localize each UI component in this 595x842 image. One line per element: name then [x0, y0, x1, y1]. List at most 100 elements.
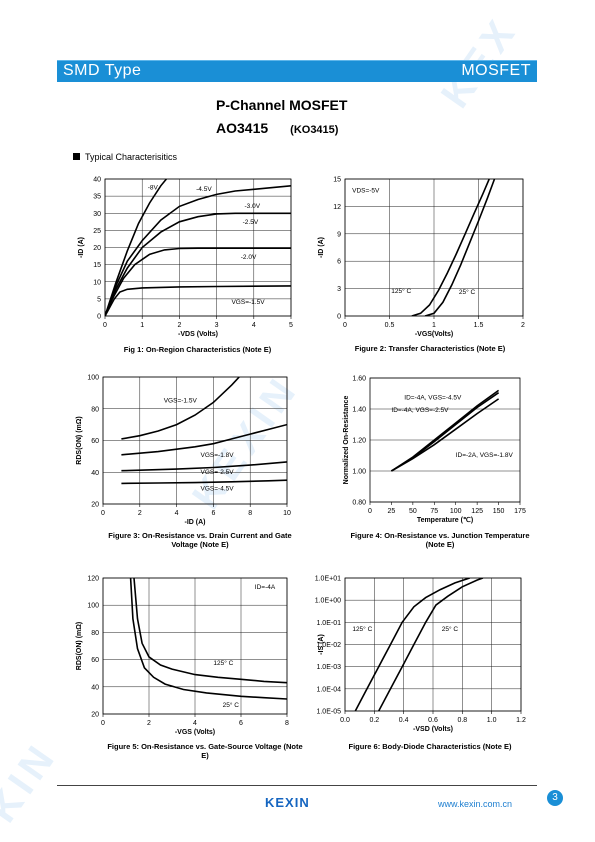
- y-tick-label: 100: [87, 603, 99, 610]
- series-group: [411, 179, 496, 316]
- series-line: [121, 479, 287, 485]
- x-tick-label: 0.4: [399, 717, 409, 724]
- x-tick-label: 25: [388, 508, 396, 515]
- page-number-badge: 3: [547, 790, 563, 806]
- data-label: 125° C: [213, 659, 233, 667]
- y-tick-label: 15: [333, 177, 341, 184]
- plot-frame: [102, 577, 288, 715]
- x-tick-label: 0: [101, 510, 105, 517]
- device-type-title: P-Channel MOSFET: [216, 97, 348, 113]
- y-tick-label: 0.80: [352, 500, 366, 507]
- y-tick-label: 1.00: [352, 469, 366, 476]
- y-tick-label: 40: [91, 470, 99, 477]
- x-tick-label: 0: [101, 720, 105, 727]
- series-line: [105, 212, 291, 316]
- data-label: VGS=-2.5V: [201, 469, 235, 476]
- y-tick-label: 9: [337, 231, 341, 238]
- y-tick-label: 20: [91, 712, 99, 719]
- y-tick-label: 1.40: [352, 407, 366, 414]
- series-line: [391, 398, 500, 472]
- x-tick-label: 1: [140, 322, 144, 329]
- watermark-text: KIN: [0, 734, 66, 831]
- y-tick-label: 25: [93, 228, 101, 235]
- series-line: [133, 578, 287, 684]
- x-tick-label: 1: [432, 322, 436, 329]
- data-label: VGS=-1.5V: [231, 299, 265, 306]
- caption-fig5: Figure 5: On-Resistance vs. Gate-Source …: [107, 742, 303, 760]
- chart-fig6: 1.0E-05 1.0E-04 1.0E-03 1.0E-02 1.0E-01 1.0E+…: [315, 576, 526, 734]
- plot-frame: [369, 377, 521, 503]
- y-tick-label: 60: [91, 657, 99, 664]
- y-tick-label: 120: [87, 576, 99, 583]
- x-tick-label: 1.5: [474, 322, 484, 329]
- data-label: 25° C: [223, 701, 240, 709]
- y-tick-label: 6: [337, 259, 341, 266]
- y-tick-label: 80: [91, 406, 99, 413]
- data-label: ID=-4A: [255, 584, 276, 591]
- y-axis-label: Normalized On-Resistance: [343, 396, 350, 485]
- x-tick-label: 6: [211, 510, 215, 517]
- alt-part-number: (KO3415): [290, 124, 339, 136]
- y-axis-label: RDS(ON) (mΩ): [76, 416, 83, 464]
- x-tick-label: 8: [248, 510, 252, 517]
- data-label: 125° C: [391, 287, 411, 295]
- company-url[interactable]: www.kexin.com.cn: [438, 799, 513, 809]
- series-line: [424, 179, 496, 316]
- plot-frame: [344, 577, 522, 712]
- chart-fig5: 20 40 60 80 100 120 0 2 4 6 8 -VGS (Volts) RDS(ON) (…: [76, 576, 289, 737]
- series-line: [129, 578, 287, 700]
- data-label: ID=-2A, VGS=-1.8V: [456, 452, 514, 459]
- section-heading: Typical Characterisitics: [73, 152, 177, 162]
- data-label: -4.5V: [196, 186, 212, 193]
- y-axis-label: -ID (A): [318, 237, 325, 258]
- bullet-square-icon: [73, 153, 80, 160]
- x-tick-label: 0.0: [340, 717, 350, 724]
- x-tick-label: 0: [368, 508, 372, 515]
- series-group: [129, 578, 287, 700]
- data-label: -2.5V: [243, 219, 259, 226]
- x-tick-label: 50: [409, 508, 417, 515]
- data-label: ID=-4A, VGS=-2.5V: [391, 407, 449, 414]
- x-tick-label: 2: [147, 720, 151, 727]
- x-tick-label: 0.5: [385, 322, 395, 329]
- header-right-label: MOSFET: [461, 62, 531, 79]
- series-line: [121, 377, 240, 440]
- y-axis-label: -IS (A): [318, 634, 325, 655]
- y-tick-label: 0: [97, 314, 101, 321]
- x-tick-label: 0.6: [428, 717, 438, 724]
- data-label: VDS=-5V: [352, 188, 380, 195]
- y-tick-label: 1.0E-02: [316, 642, 341, 649]
- series-line: [105, 247, 291, 316]
- x-axis-label: Temperature (℃): [417, 516, 473, 524]
- data-label: ID=-4A, VGS=-4.5V: [404, 395, 462, 402]
- series-line: [105, 179, 168, 316]
- data-label: -3.0V: [245, 203, 261, 210]
- y-tick-label: 10: [93, 279, 101, 286]
- x-tick-label: 2: [177, 322, 181, 329]
- y-tick-label: 40: [91, 684, 99, 691]
- y-tick-label: 1.0E-04: [316, 686, 341, 693]
- series-line: [377, 578, 484, 711]
- plot-frame: [102, 376, 288, 505]
- x-axis-label: -ID (A): [185, 519, 206, 526]
- page-header-bar: SMD Type MOSFET: [57, 60, 537, 82]
- x-axis-label: -VGS (Volts): [175, 729, 215, 736]
- x-axis-label: -VGS(Volts): [415, 331, 453, 338]
- chart-fig2: 0 3 6 9 12 15 0 0.5 1 1.5 2 -VGS(Volts) -ID (A) VDS=-…: [318, 177, 525, 339]
- caption-fig1: Fig 1: On-Region Characteristics (Note E…: [123, 345, 272, 354]
- series-line: [121, 461, 287, 472]
- data-label: 125° C: [352, 625, 372, 633]
- y-tick-label: 1.0E+00: [315, 598, 341, 605]
- x-tick-label: 0.8: [457, 717, 467, 724]
- y-tick-label: 100: [87, 375, 99, 382]
- data-label: -8V: [148, 184, 159, 191]
- x-tick-label: 5: [289, 322, 293, 329]
- y-tick-label: 5: [97, 296, 101, 303]
- series-line: [105, 285, 291, 316]
- x-tick-label: 4: [193, 720, 197, 727]
- x-tick-label: 4: [252, 322, 256, 329]
- y-tick-label: 80: [91, 630, 99, 637]
- y-tick-label: 1.0E-01: [316, 620, 341, 627]
- y-tick-label: 15: [93, 262, 101, 269]
- x-tick-label: 2: [138, 510, 142, 517]
